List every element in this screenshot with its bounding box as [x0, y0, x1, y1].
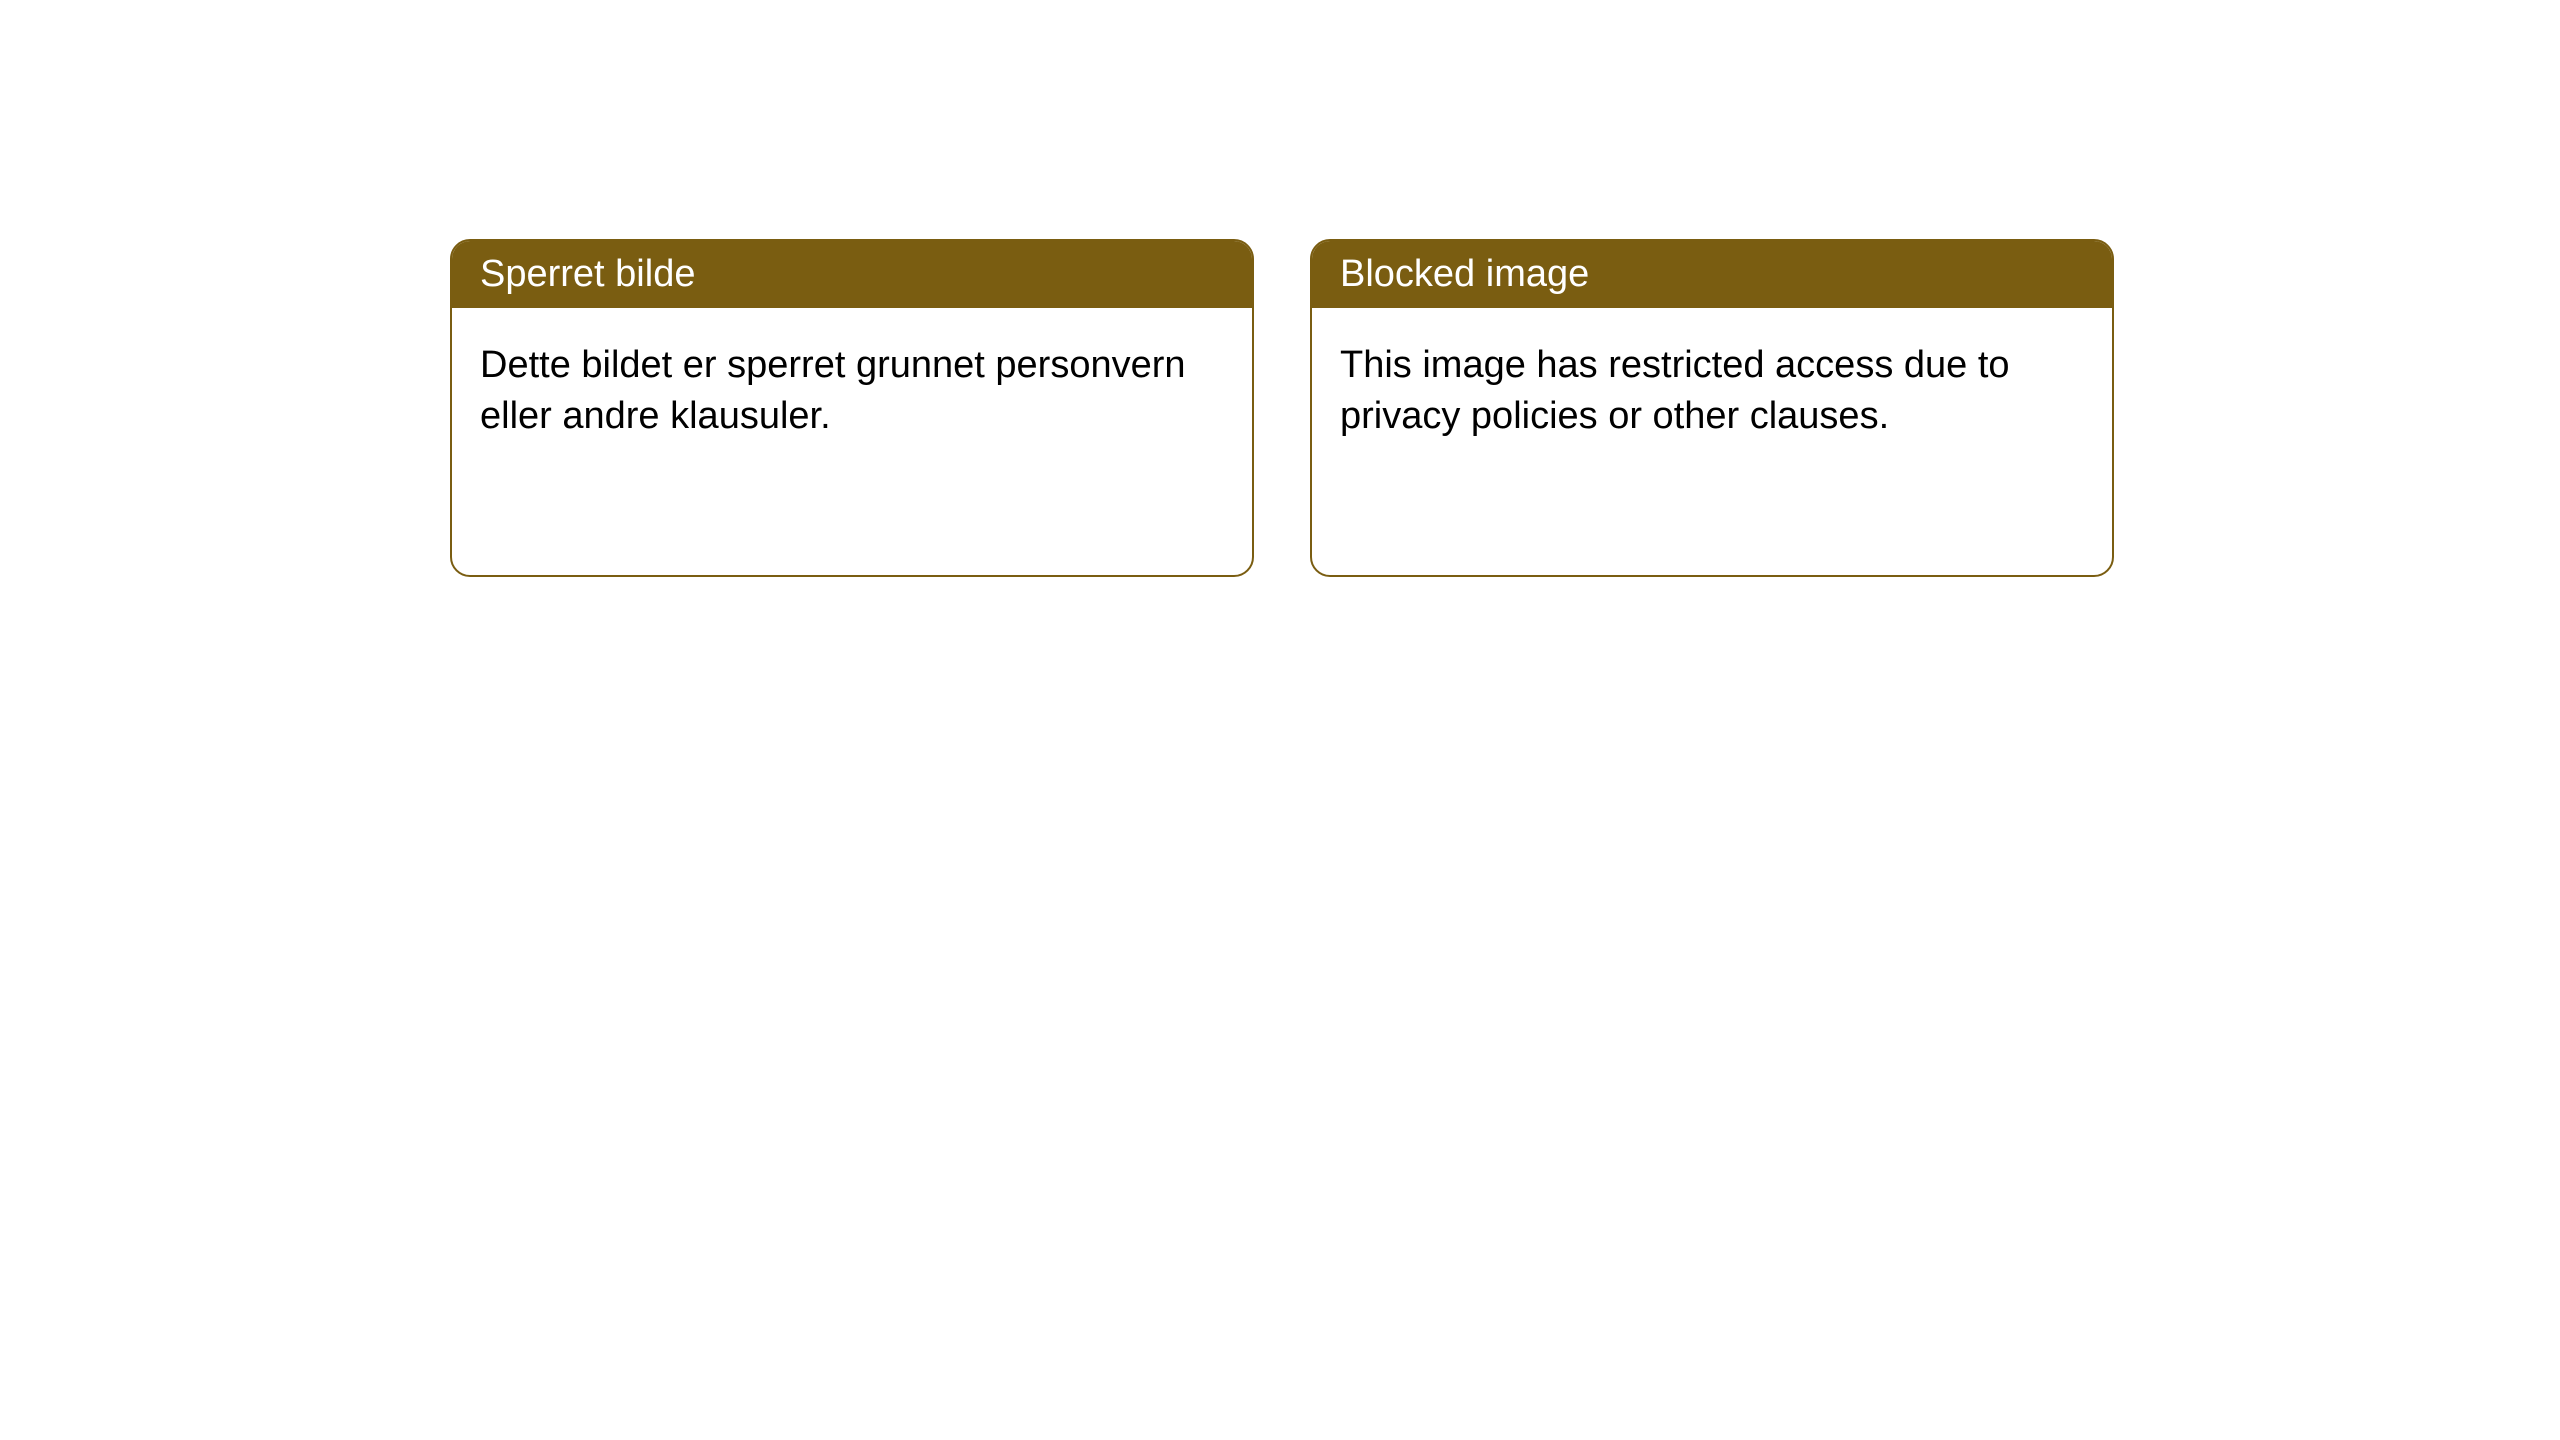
- notice-card-header: Sperret bilde: [452, 241, 1252, 308]
- notice-card-title: Blocked image: [1340, 253, 1589, 295]
- notice-card-header: Blocked image: [1312, 241, 2112, 308]
- notice-card-title: Sperret bilde: [480, 253, 695, 295]
- notice-card-message: Dette bildet er sperret grunnet personve…: [480, 344, 1186, 437]
- notice-card-message: This image has restricted access due to …: [1340, 344, 2010, 437]
- notice-cards-container: Sperret bilde Dette bildet er sperret gr…: [450, 239, 2114, 577]
- notice-card-english: Blocked image This image has restricted …: [1310, 239, 2114, 577]
- notice-card-body: This image has restricted access due to …: [1312, 308, 2112, 475]
- notice-card-norwegian: Sperret bilde Dette bildet er sperret gr…: [450, 239, 1254, 577]
- notice-card-body: Dette bildet er sperret grunnet personve…: [452, 308, 1252, 475]
